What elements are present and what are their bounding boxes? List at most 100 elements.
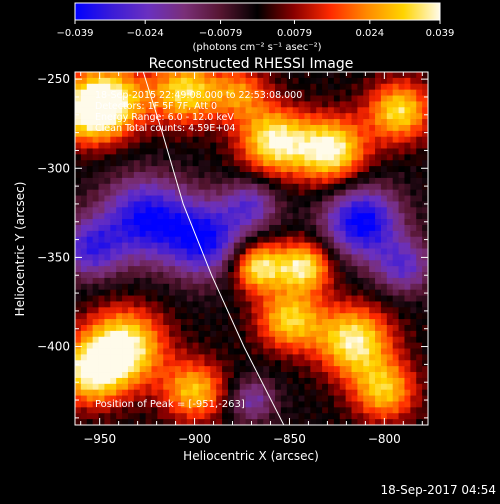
heatmap-cell bbox=[263, 101, 270, 108]
heatmap-cell bbox=[404, 219, 411, 226]
heatmap-cell bbox=[357, 266, 364, 273]
heatmap-cell bbox=[333, 242, 341, 249]
heatmap-cell bbox=[227, 248, 235, 255]
heatmap-cell bbox=[339, 72, 347, 79]
heatmap-cell bbox=[310, 154, 317, 161]
heatmap-cell bbox=[269, 389, 276, 396]
heatmap-cell bbox=[198, 372, 205, 379]
heatmap-cell bbox=[80, 160, 88, 167]
heatmap-cell bbox=[304, 195, 311, 202]
heatmap-cell bbox=[192, 95, 199, 102]
heatmap-cell bbox=[286, 242, 294, 249]
heatmap-cell bbox=[398, 72, 405, 79]
heatmap-cell bbox=[151, 419, 158, 425]
heatmap-cell bbox=[380, 142, 388, 149]
heatmap-cell bbox=[333, 142, 341, 149]
heatmap-cell bbox=[333, 260, 341, 267]
heatmap-cell bbox=[310, 72, 317, 79]
heatmap-cell bbox=[316, 136, 323, 143]
heatmap-cell bbox=[422, 248, 428, 255]
heatmap-cell bbox=[198, 136, 205, 143]
heatmap-cell bbox=[369, 383, 376, 391]
heatmap-cell bbox=[180, 336, 188, 344]
heatmap-cell bbox=[304, 207, 311, 214]
heatmap-cell bbox=[316, 177, 323, 185]
heatmap-cell bbox=[351, 254, 358, 261]
heatmap-cell bbox=[292, 389, 299, 396]
heatmap-cell bbox=[163, 254, 170, 261]
heatmap-cell bbox=[269, 413, 276, 420]
heatmap-cell bbox=[104, 354, 111, 361]
heatmap-cell bbox=[145, 383, 152, 391]
heatmap-cell bbox=[316, 77, 323, 85]
heatmap-cell bbox=[163, 101, 170, 108]
heatmap-cell bbox=[322, 283, 329, 291]
heatmap-cell bbox=[151, 301, 158, 308]
heatmap-cell bbox=[227, 183, 235, 191]
heatmap-cell bbox=[133, 301, 141, 308]
heatmap-cell bbox=[257, 354, 264, 361]
heatmap-cell bbox=[357, 413, 364, 420]
heatmap-cell bbox=[86, 242, 94, 249]
heatmap-cell bbox=[186, 348, 194, 355]
heatmap-cell bbox=[404, 277, 411, 285]
heatmap-cell bbox=[204, 330, 211, 338]
heatmap-cell bbox=[80, 224, 88, 232]
heatmap-cell bbox=[263, 177, 270, 185]
heatmap-cell bbox=[357, 230, 364, 238]
heatmap-cell bbox=[369, 113, 376, 120]
heatmap-cell bbox=[269, 313, 276, 320]
heatmap-cell bbox=[239, 213, 247, 220]
heatmap-cell bbox=[227, 260, 235, 267]
heatmap-cell bbox=[75, 230, 82, 238]
heatmap-cell bbox=[151, 224, 158, 232]
heatmap-cell bbox=[86, 395, 94, 402]
heatmap-cell bbox=[92, 154, 99, 161]
heatmap-cell bbox=[327, 230, 335, 238]
heatmap-cell bbox=[210, 95, 217, 102]
heatmap-cell bbox=[304, 324, 311, 332]
heatmap-cell bbox=[304, 272, 311, 279]
heatmap-cell bbox=[104, 307, 111, 314]
heatmap-cell bbox=[86, 213, 94, 220]
heatmap-cell bbox=[98, 219, 105, 226]
heatmap-cell bbox=[139, 301, 146, 308]
heatmap-cell bbox=[204, 407, 211, 414]
heatmap-cell bbox=[163, 319, 170, 326]
heatmap-cell bbox=[145, 377, 152, 385]
heatmap-cell bbox=[375, 77, 382, 85]
heatmap-cell bbox=[339, 172, 347, 179]
heatmap-cell bbox=[151, 136, 158, 143]
heatmap-cell bbox=[192, 236, 199, 244]
heatmap-cell bbox=[239, 336, 247, 344]
heatmap-cell bbox=[375, 154, 382, 161]
heatmap-cell bbox=[286, 407, 294, 414]
heatmap-cell bbox=[180, 189, 188, 196]
heatmap-cell bbox=[157, 272, 164, 279]
heatmap-cell bbox=[351, 354, 358, 361]
heatmap-cell bbox=[386, 95, 394, 102]
heatmap-cell bbox=[145, 177, 152, 185]
heatmap-cell bbox=[180, 183, 188, 191]
heatmap-cell bbox=[198, 342, 205, 349]
heatmap-cell bbox=[410, 360, 417, 367]
heatmap-cell bbox=[422, 77, 428, 85]
heatmap-cell bbox=[363, 242, 370, 249]
heatmap-cell bbox=[345, 342, 352, 349]
heatmap-cell bbox=[227, 219, 235, 226]
heatmap-cell bbox=[357, 72, 364, 79]
heatmap-cell bbox=[222, 201, 229, 208]
heatmap-cell bbox=[280, 295, 288, 302]
heatmap-cell bbox=[216, 348, 223, 355]
heatmap-cell bbox=[163, 342, 170, 349]
heatmap-cell bbox=[75, 95, 82, 102]
heatmap-cell bbox=[80, 195, 88, 202]
heatmap-cell bbox=[127, 277, 135, 285]
heatmap-cell bbox=[251, 72, 258, 79]
heatmap-cell bbox=[280, 154, 288, 161]
heatmap-cell bbox=[310, 395, 317, 402]
heatmap-cell bbox=[122, 330, 129, 338]
heatmap-cell bbox=[233, 124, 241, 132]
heatmap-cell bbox=[104, 277, 111, 285]
heatmap-cell bbox=[351, 207, 358, 214]
